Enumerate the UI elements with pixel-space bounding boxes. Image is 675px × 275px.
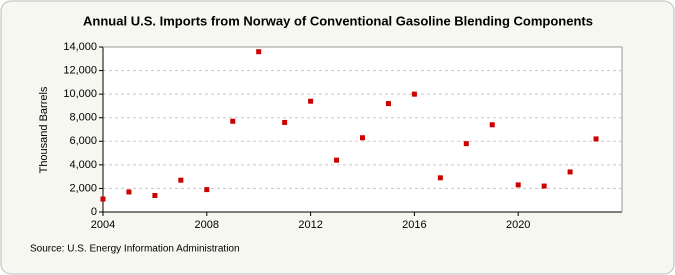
chart-title: Annual U.S. Imports from Norway of Conve… bbox=[83, 13, 593, 28]
x-tick-label: 2004 bbox=[91, 219, 115, 231]
plot-area bbox=[103, 47, 622, 212]
y-tick-label: 4,000 bbox=[69, 159, 97, 171]
data-point bbox=[515, 182, 521, 188]
data-point bbox=[334, 157, 340, 163]
data-point bbox=[152, 193, 158, 198]
data-point bbox=[463, 141, 469, 147]
source-note: Source: U.S. Energy Information Administ… bbox=[30, 244, 240, 255]
x-tick-label: 2008 bbox=[195, 219, 219, 231]
y-tick-label: 8,000 bbox=[69, 112, 97, 124]
data-point bbox=[126, 189, 132, 195]
data-point bbox=[385, 101, 391, 107]
data-point bbox=[541, 183, 547, 189]
data-point bbox=[360, 135, 365, 141]
y-tick-label: 0 bbox=[91, 206, 97, 218]
data-point bbox=[308, 98, 314, 104]
data-point bbox=[204, 187, 210, 193]
x-tick-label: 2020 bbox=[506, 219, 530, 231]
x-tick-label: 2016 bbox=[402, 219, 426, 231]
data-point bbox=[256, 49, 262, 55]
data-point bbox=[567, 169, 573, 175]
data-point bbox=[178, 177, 184, 183]
y-tick-label: 2,000 bbox=[69, 182, 97, 194]
y-tick-label: 12,000 bbox=[63, 64, 97, 76]
y-tick-label: 14,000 bbox=[63, 41, 97, 53]
y-tick-label: 6,000 bbox=[69, 135, 97, 147]
data-point bbox=[282, 119, 288, 125]
data-point bbox=[411, 91, 417, 97]
data-point bbox=[489, 122, 495, 128]
y-tick-label: 10,000 bbox=[63, 88, 97, 100]
data-point bbox=[437, 175, 443, 181]
data-point bbox=[593, 136, 599, 142]
x-tick-label: 2012 bbox=[298, 219, 322, 231]
data-point bbox=[100, 196, 106, 202]
data-point bbox=[230, 118, 236, 124]
y-axis-label: Thousand Barrels bbox=[38, 86, 50, 173]
